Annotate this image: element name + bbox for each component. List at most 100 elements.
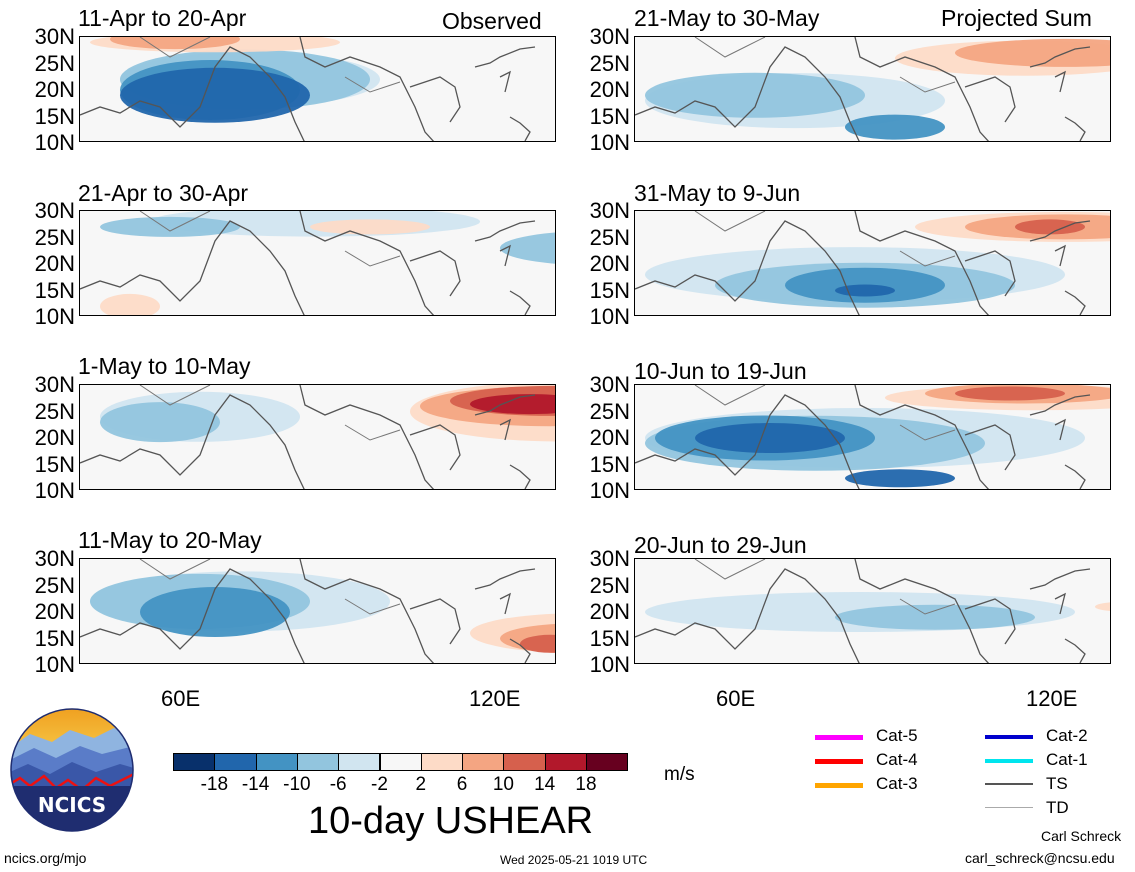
lat-label: 25N <box>589 572 630 598</box>
legend-label: Cat-3 <box>876 774 918 793</box>
panel-title: 20-Jun to 29-Jun <box>634 532 807 558</box>
colorbar-tick-label: -18 <box>200 774 229 795</box>
lat-label: 20N <box>34 77 75 102</box>
lat-label: 10N <box>34 304 75 329</box>
lat-label: 25N <box>589 50 630 76</box>
shear-map <box>634 384 1111 490</box>
lat-label: 20N <box>34 425 75 450</box>
panel-tag: Projected Sum <box>941 5 1092 31</box>
lat-label: 25N <box>34 572 75 598</box>
lat-label: 20N <box>589 251 630 276</box>
colorbar-tick-label: -2 <box>371 774 388 795</box>
colorbar-swatch <box>296 753 340 771</box>
footer-timestamp: Wed 2025-05-21 1019 UTC <box>500 853 648 867</box>
lat-label: 25N <box>34 50 75 76</box>
legend-swatch <box>815 759 863 764</box>
colorbar-units: m/s <box>664 764 695 785</box>
legend-label: Cat-5 <box>876 726 918 745</box>
lon-label-120e: 120E <box>469 686 521 711</box>
panel-title: 1-May to 10-May <box>78 353 251 379</box>
figure-title: 10-day USHEAR <box>308 800 594 842</box>
colorbar-tick-label: 14 <box>534 774 556 795</box>
lat-label: 25N <box>589 398 630 424</box>
legend-label: TS <box>1046 774 1068 793</box>
colorbar-swatch <box>586 753 629 771</box>
legend-swatch <box>815 735 863 740</box>
lat-label: 30N <box>589 198 630 223</box>
lat-label: 15N <box>34 451 75 477</box>
lat-label: 15N <box>34 103 75 129</box>
lat-label: 25N <box>34 398 75 424</box>
lat-label: 20N <box>589 599 630 624</box>
legend-label: Cat-2 <box>1046 726 1088 745</box>
logo-text: NCICS <box>38 793 106 817</box>
colorbar-swatch <box>173 753 216 771</box>
panel-title: 31-May to 9-Jun <box>634 180 801 206</box>
lat-label: 10N <box>589 304 630 329</box>
lat-label: 30N <box>589 372 630 397</box>
lat-label: 30N <box>589 24 630 49</box>
shear-map <box>79 210 556 316</box>
legend-label: Cat-4 <box>876 750 918 769</box>
lon-label-60e: 60E <box>161 686 201 711</box>
colorbar-swatch <box>503 753 546 771</box>
lat-label: 15N <box>34 625 75 651</box>
lat-label: 10N <box>34 652 75 677</box>
lat-label: 15N <box>589 103 630 129</box>
lat-label: 30N <box>34 24 75 49</box>
shear-map <box>634 36 1111 142</box>
legend-label: Cat-1 <box>1046 750 1088 769</box>
shear-map <box>634 558 1111 664</box>
lat-label: 10N <box>34 478 75 503</box>
footer-author: Carl Schreck <box>1041 828 1122 844</box>
lat-label: 20N <box>589 425 630 450</box>
legend-swatch <box>985 759 1033 763</box>
legend-swatch <box>985 807 1033 808</box>
colorbar-swatch <box>462 753 505 771</box>
lat-label: 30N <box>34 546 75 571</box>
lat-label: 20N <box>589 77 630 102</box>
lat-label: 20N <box>34 251 75 276</box>
legend-swatch <box>815 783 863 788</box>
legend-label: TD <box>1046 798 1069 817</box>
lon-label-120e: 120E <box>1026 686 1078 711</box>
shear-map <box>634 210 1111 316</box>
shear-map <box>79 558 556 664</box>
colorbar-swatch <box>420 753 464 771</box>
lat-label: 30N <box>34 198 75 223</box>
colorbar-tick-label: 18 <box>575 774 597 795</box>
colorbar-tick-label: 6 <box>456 774 468 795</box>
footer-email: carl_schreck@ncsu.edu <box>965 850 1115 866</box>
lat-label: 30N <box>589 546 630 571</box>
lat-label: 10N <box>589 478 630 503</box>
lat-label: 15N <box>589 451 630 477</box>
colorbar-tick-label: 10 <box>492 774 514 795</box>
lat-label: 25N <box>589 224 630 250</box>
footer-url: ncics.org/mjo <box>4 850 87 866</box>
lon-label-60e: 60E <box>716 686 756 711</box>
lat-label: 15N <box>589 277 630 303</box>
lat-label: 25N <box>34 224 75 250</box>
lat-label: 15N <box>589 625 630 651</box>
colorbar-swatch <box>379 753 422 771</box>
panel-title: 11-Apr to 20-Apr <box>78 5 247 31</box>
lat-label: 10N <box>589 652 630 677</box>
legend-swatch <box>985 783 1033 785</box>
legend-swatch <box>985 735 1033 739</box>
shear-map <box>79 36 556 142</box>
colorbar-swatch <box>338 753 381 771</box>
ncics-logo: NCICS <box>10 708 134 832</box>
panel-title: 11-May to 20-May <box>78 527 262 553</box>
colorbar-tick-label: 2 <box>415 774 427 795</box>
lat-label: 15N <box>34 277 75 303</box>
colorbar-tick-label: -14 <box>241 774 270 795</box>
panel-title: 21-Apr to 30-Apr <box>78 180 249 206</box>
colorbar-swatch <box>255 753 298 771</box>
lat-label: 10N <box>589 130 630 155</box>
colorbar-tick-label: -10 <box>283 774 311 795</box>
panel-tag: Observed <box>442 8 542 34</box>
colorbar-swatch <box>544 753 587 771</box>
panel-title: 21-May to 30-May <box>634 5 820 31</box>
shear-map <box>79 384 556 490</box>
panel-title: 10-Jun to 19-Jun <box>634 358 807 384</box>
